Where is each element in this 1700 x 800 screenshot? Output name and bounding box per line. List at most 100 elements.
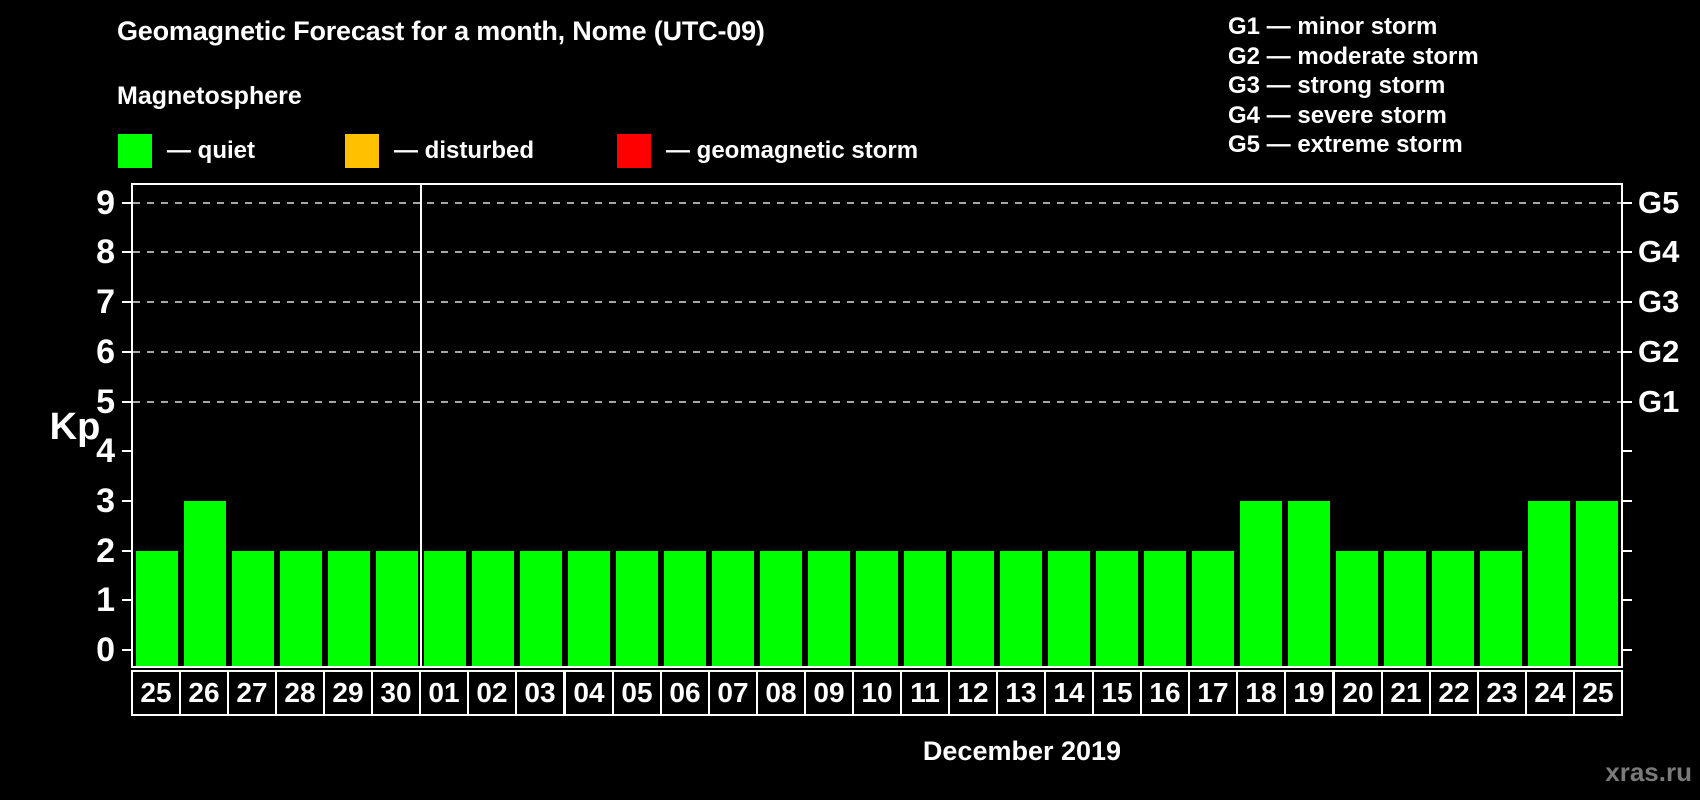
kp-bar bbox=[1576, 500, 1618, 666]
kp-gridline-6 bbox=[133, 350, 1621, 353]
legend-item-quiet: — quiet bbox=[118, 134, 255, 168]
month-separator-line bbox=[420, 185, 422, 666]
kp-bar bbox=[760, 550, 802, 666]
magnetosphere-legend-heading: Magnetosphere bbox=[117, 82, 302, 110]
x-axis-title: December 2019 bbox=[922, 736, 1122, 766]
day-cell: 13 bbox=[996, 670, 1046, 716]
day-cell: 21 bbox=[1381, 670, 1431, 716]
kp-bar bbox=[1240, 500, 1282, 666]
day-cell: 08 bbox=[756, 670, 806, 716]
quiet-color-swatch bbox=[118, 134, 152, 168]
kp-bar bbox=[1336, 550, 1378, 666]
y-axis-tick-right bbox=[1623, 649, 1632, 651]
kp-bar bbox=[904, 550, 946, 666]
day-cell: 27 bbox=[227, 670, 277, 716]
y-axis-tick-label: 1 bbox=[96, 581, 115, 620]
y-axis-tick-left bbox=[122, 549, 131, 552]
plot-area bbox=[131, 183, 1623, 668]
y-axis-tick-right bbox=[1623, 201, 1632, 204]
y-axis-tick-left bbox=[122, 499, 131, 502]
day-cell: 18 bbox=[1236, 670, 1286, 716]
y-axis-tick-right bbox=[1623, 400, 1632, 403]
storm-scale-legend: G1 — minor storm G2 — moderate storm G3 … bbox=[1228, 12, 1479, 160]
y-axis-title: Kp bbox=[49, 406, 101, 448]
y-axis-tick-left bbox=[122, 450, 131, 453]
legend-item-label: — geomagnetic storm bbox=[666, 137, 919, 164]
y-axis-tick-label: 9 bbox=[96, 183, 115, 222]
storm-scale-g5: G5 — extreme storm bbox=[1228, 131, 1463, 158]
day-cell: 25 bbox=[1573, 670, 1623, 716]
y-axis-tick-right bbox=[1623, 499, 1632, 502]
y-axis-tick-right bbox=[1623, 599, 1632, 602]
chart-title: Geomagnetic Forecast for a month, Nome (… bbox=[117, 16, 765, 46]
day-cell: 07 bbox=[708, 670, 758, 716]
storm-scale-g4: G4 — severe storm bbox=[1228, 101, 1447, 129]
y-axis-tick-label: 3 bbox=[96, 481, 115, 520]
day-cell: 16 bbox=[1140, 670, 1190, 716]
kp-bar bbox=[1192, 550, 1234, 666]
kp-gridline-7 bbox=[133, 301, 1621, 304]
day-cell: 04 bbox=[564, 670, 614, 716]
kp-bar bbox=[1480, 550, 1522, 666]
y-axis-tick-label: 8 bbox=[96, 233, 115, 272]
day-cell: 30 bbox=[371, 670, 421, 716]
kp-bar bbox=[1048, 550, 1090, 666]
kp-gridline-5 bbox=[133, 400, 1621, 403]
legend-item-label: — disturbed bbox=[394, 137, 535, 164]
day-cell: 24 bbox=[1525, 670, 1575, 716]
y-axis-tick-left bbox=[122, 400, 131, 403]
kp-bar bbox=[1144, 550, 1186, 666]
kp-bar bbox=[712, 550, 754, 666]
kp-bar bbox=[1432, 550, 1474, 666]
right-axis-label-g5: G5 bbox=[1638, 184, 1680, 220]
kp-bar bbox=[424, 550, 466, 666]
day-cell: 25 bbox=[131, 670, 181, 716]
right-axis-label-g3: G3 bbox=[1638, 284, 1680, 320]
kp-bar bbox=[952, 550, 994, 666]
kp-bar bbox=[1000, 550, 1042, 666]
kp-bar bbox=[280, 550, 322, 666]
day-cell: 12 bbox=[948, 670, 998, 716]
day-cell: 06 bbox=[660, 670, 710, 716]
storm-color-swatch bbox=[617, 134, 651, 168]
right-axis-label-g4: G4 bbox=[1638, 234, 1680, 270]
y-axis-tick-right bbox=[1623, 549, 1632, 552]
y-axis-tick-left bbox=[122, 599, 131, 602]
kp-bar bbox=[1528, 500, 1570, 666]
kp-bar bbox=[136, 550, 178, 666]
day-cell: 09 bbox=[804, 670, 854, 716]
day-cell: 02 bbox=[467, 670, 517, 716]
right-axis-label-g2: G2 bbox=[1638, 333, 1680, 369]
kp-bar bbox=[328, 550, 370, 666]
kp-gridline-8 bbox=[133, 251, 1621, 254]
storm-scale-g2: G2 — moderate storm bbox=[1228, 42, 1479, 70]
y-axis-tick-label: 6 bbox=[96, 332, 115, 371]
legend-item-label: — quiet bbox=[167, 137, 255, 164]
kp-bar bbox=[664, 550, 706, 666]
kp-bar bbox=[856, 550, 898, 666]
day-cell: 05 bbox=[612, 670, 662, 716]
y-axis-tick-label: 0 bbox=[96, 631, 115, 669]
y-axis-tick-label: 7 bbox=[96, 283, 115, 322]
legend-item-geomagnetic-storm: — geomagnetic storm bbox=[617, 134, 918, 168]
kp-bar bbox=[472, 550, 514, 666]
day-cell: 20 bbox=[1333, 670, 1383, 716]
kp-bar bbox=[808, 550, 850, 666]
day-cell: 15 bbox=[1092, 670, 1142, 716]
y-axis-tick-label: 4 bbox=[96, 432, 115, 471]
day-cell: 23 bbox=[1477, 670, 1527, 716]
y-axis-tick-right bbox=[1623, 450, 1632, 453]
y-axis-tick-label: 2 bbox=[96, 531, 115, 570]
kp-bar bbox=[520, 550, 562, 666]
disturbed-color-swatch bbox=[345, 134, 379, 168]
day-cell: 03 bbox=[515, 670, 565, 716]
day-cell: 17 bbox=[1188, 670, 1238, 716]
y-axis-tick-left bbox=[122, 301, 131, 304]
day-cell: 29 bbox=[323, 670, 373, 716]
y-axis-tick-label: 5 bbox=[96, 382, 115, 421]
day-cell: 11 bbox=[900, 670, 950, 716]
day-cell: 26 bbox=[179, 670, 229, 716]
day-cell: 19 bbox=[1284, 670, 1334, 716]
y-axis-tick-right bbox=[1623, 301, 1632, 304]
